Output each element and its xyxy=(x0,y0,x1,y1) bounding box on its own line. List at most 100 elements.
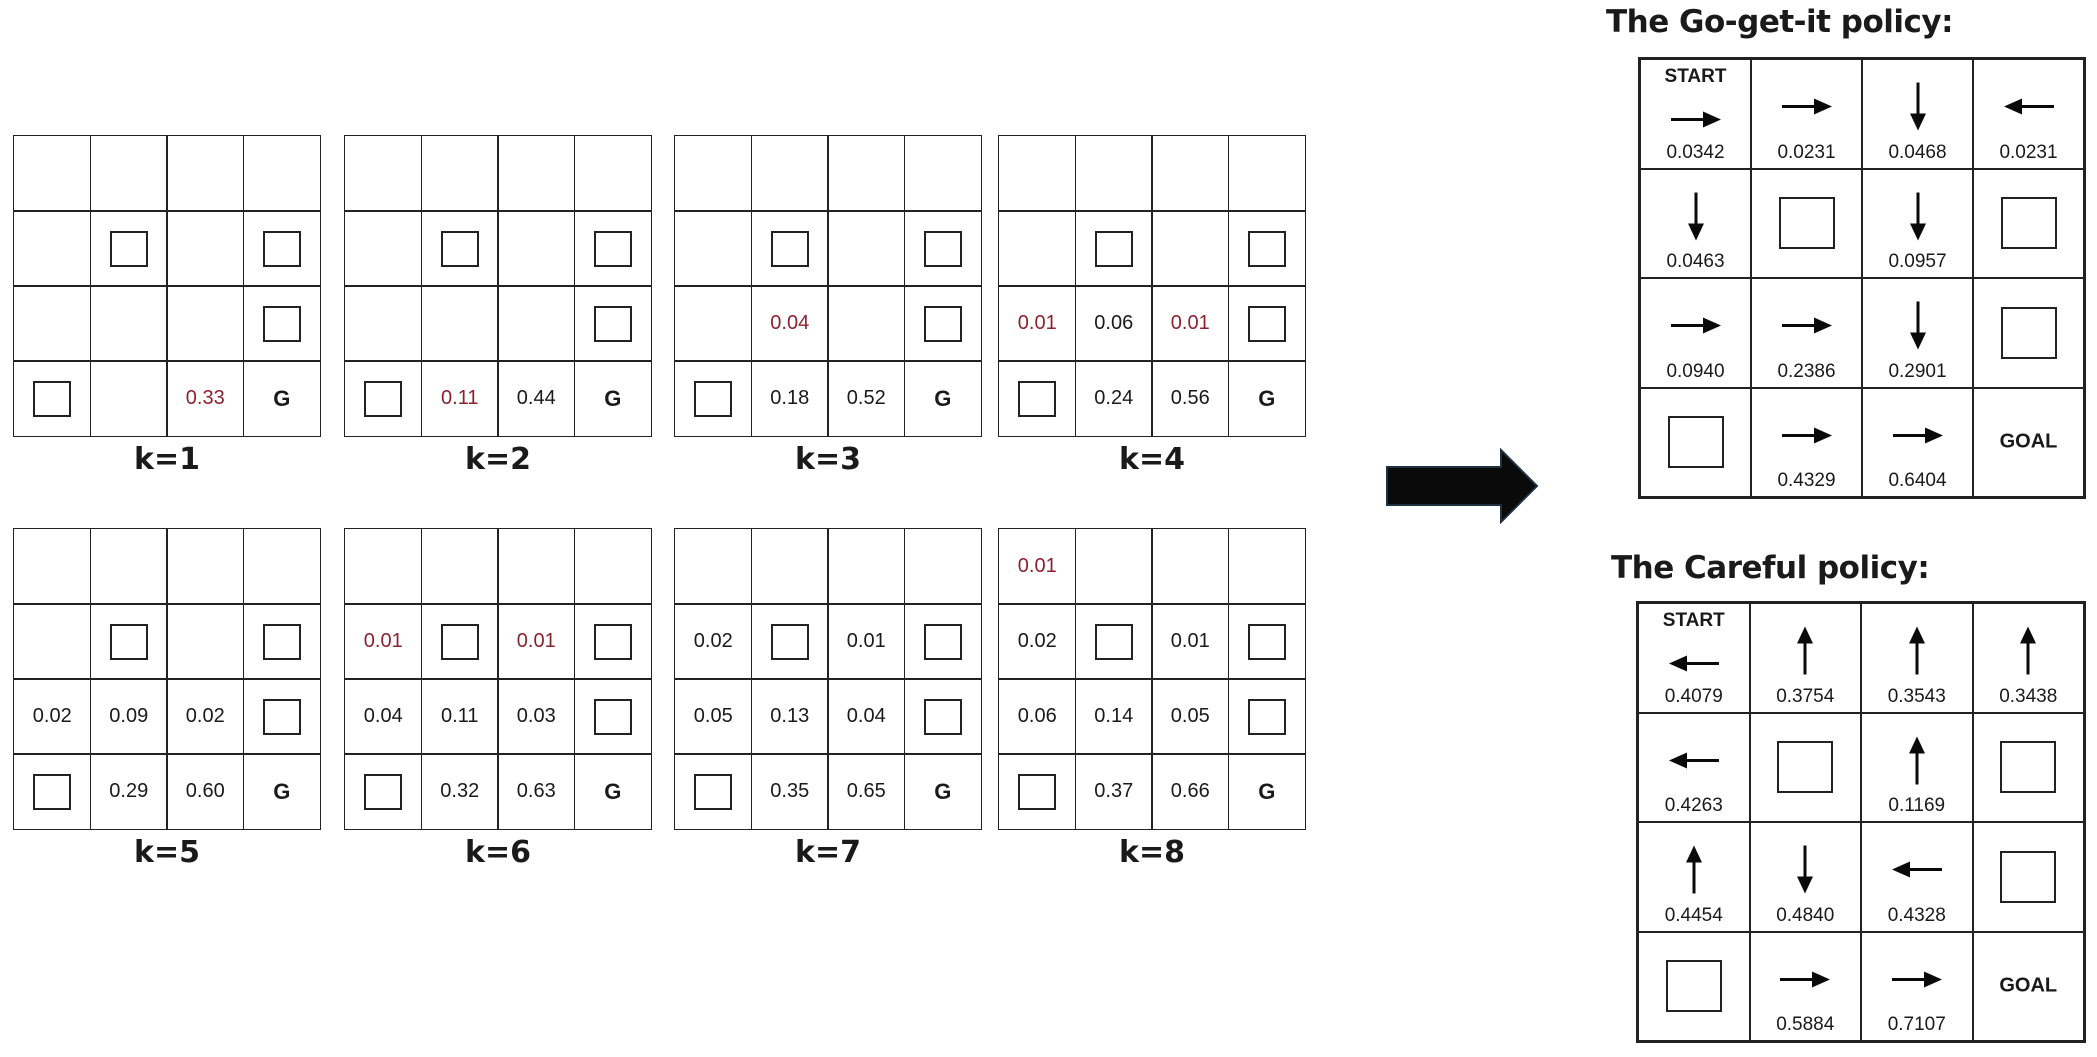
value-cell: 0.01 xyxy=(827,603,906,680)
goal-cell: G xyxy=(1227,753,1306,830)
wall-cell xyxy=(573,678,652,755)
arrow-right-icon xyxy=(1890,967,1944,996)
empty-cell xyxy=(1074,528,1153,605)
wall-square-icon xyxy=(923,698,962,735)
value-grid-8: 0.01 0.02 0.01 0.06 0.14 0.05 0.37 0.66 G xyxy=(998,528,1306,830)
wall-square-icon xyxy=(1667,416,1724,469)
wall-square-icon xyxy=(2000,306,2057,359)
policy-cell: 0.4454 xyxy=(1637,821,1751,933)
wall-cell xyxy=(1227,678,1306,755)
wall-square-icon xyxy=(2000,197,2057,250)
wall-cell xyxy=(903,603,982,680)
wall-square-icon xyxy=(1665,960,1722,1013)
wall-square-icon xyxy=(1778,197,1835,250)
wall-cell xyxy=(1637,930,1751,1042)
empty-cell xyxy=(573,528,652,605)
empty-cell xyxy=(166,603,245,680)
go-get-it-policy-grid: START 0.0342 0.0231 0.0468 0.0231 0.0463 0.095… xyxy=(1638,57,2086,499)
empty-cell xyxy=(89,360,168,437)
state-value: 0.6404 xyxy=(1888,470,1947,491)
value-cell-updated: 0.01 xyxy=(998,285,1077,362)
value-cell: 0.04 xyxy=(344,678,423,755)
wall-cell xyxy=(674,360,753,437)
value-cell: 0.02 xyxy=(998,603,1077,680)
value-cell: 0.37 xyxy=(1074,753,1153,830)
value-cell: 0.02 xyxy=(13,678,92,755)
wall-cell xyxy=(750,603,829,680)
wall-cell xyxy=(13,753,92,830)
wall-cell xyxy=(1227,285,1306,362)
careful-policy-grid: START 0.4079 0.3754 0.3543 0.3438 0.4263 0.116… xyxy=(1636,601,2086,1043)
value-cell-updated: 0.33 xyxy=(166,360,245,437)
policy-cell: 0.3543 xyxy=(1860,602,1974,714)
wall-square-icon xyxy=(593,230,632,267)
empty-cell xyxy=(674,210,753,287)
policy-cell: 0.4263 xyxy=(1637,711,1751,823)
state-value: 0.4840 xyxy=(1776,904,1835,926)
policy-cell: START 0.4079 xyxy=(1637,602,1751,714)
wall-square-icon xyxy=(923,230,962,267)
wall-square-icon xyxy=(593,623,632,660)
goal-label: GOAL xyxy=(1999,430,2058,453)
arrow-up-icon xyxy=(2016,625,2040,682)
state-value: 0.2901 xyxy=(1888,360,1947,382)
value-cell: 0.29 xyxy=(89,753,168,830)
value-cell: 0.66 xyxy=(1151,753,1230,830)
empty-cell xyxy=(827,285,906,362)
value-cell-updated: 0.01 xyxy=(497,603,576,680)
goal-cell: G xyxy=(903,753,982,830)
empty-cell xyxy=(497,135,576,212)
policy-cell: 0.3754 xyxy=(1748,602,1862,714)
empty-cell xyxy=(674,135,753,212)
policy-cell: 0.2386 xyxy=(1750,277,1863,389)
wall-cell xyxy=(13,360,92,437)
empty-cell xyxy=(497,210,576,287)
value-grid-2: 0.11 0.44 G xyxy=(344,135,652,437)
empty-cell xyxy=(242,528,321,605)
wall-cell xyxy=(89,603,168,680)
state-value: 0.7107 xyxy=(1887,1014,1946,1035)
wall-cell xyxy=(1750,167,1863,279)
wall-cell xyxy=(242,603,321,680)
wall-square-icon xyxy=(593,305,632,342)
wall-cell xyxy=(89,210,168,287)
arrow-left-icon xyxy=(1890,858,1944,887)
wall-cell xyxy=(573,210,652,287)
empty-cell xyxy=(827,528,906,605)
wall-square-icon xyxy=(262,305,301,342)
arrow-right-icon xyxy=(1669,108,1723,137)
arrow-down-icon xyxy=(1793,844,1817,901)
policy-cell: 0.0940 xyxy=(1639,277,1752,389)
state-value: 0.4263 xyxy=(1664,795,1723,816)
state-value: 0.3543 xyxy=(1887,685,1946,707)
state-value: 0.4079 xyxy=(1664,685,1723,707)
arrow-down-icon xyxy=(1906,81,1930,138)
arrow-right-icon xyxy=(1780,314,1834,343)
value-cell-updated: 0.11 xyxy=(420,360,499,437)
state-value: 0.0231 xyxy=(1999,141,2058,163)
wall-square-icon xyxy=(2000,850,2057,903)
wall-square-icon xyxy=(770,230,809,267)
wall-square-icon xyxy=(109,230,148,267)
arrow-right-icon xyxy=(1780,95,1834,124)
wall-square-icon xyxy=(109,623,148,660)
policy-cell: 0.4328 xyxy=(1860,821,1974,933)
empty-cell xyxy=(1151,528,1230,605)
policy-cell: 0.7107 xyxy=(1860,930,1974,1042)
state-value: 0.0231 xyxy=(1777,141,1836,163)
value-cell: 0.02 xyxy=(166,678,245,755)
wall-square-icon xyxy=(33,773,72,810)
empty-cell xyxy=(1151,135,1230,212)
goal-cell: G xyxy=(573,753,652,830)
arrow-up-icon xyxy=(1905,625,1929,682)
wall-square-icon xyxy=(593,698,632,735)
policy-title: The Careful policy: xyxy=(1611,550,1930,586)
value-cell-updated: 0.04 xyxy=(750,285,829,362)
iteration-label: k=8 xyxy=(1119,835,1185,870)
value-cell: 0.03 xyxy=(497,678,576,755)
goal-cell: GOAL xyxy=(1971,930,2085,1042)
iteration-label: k=6 xyxy=(465,835,531,870)
value-cell: 0.63 xyxy=(497,753,576,830)
wall-cell xyxy=(998,360,1077,437)
wall-square-icon xyxy=(770,623,809,660)
